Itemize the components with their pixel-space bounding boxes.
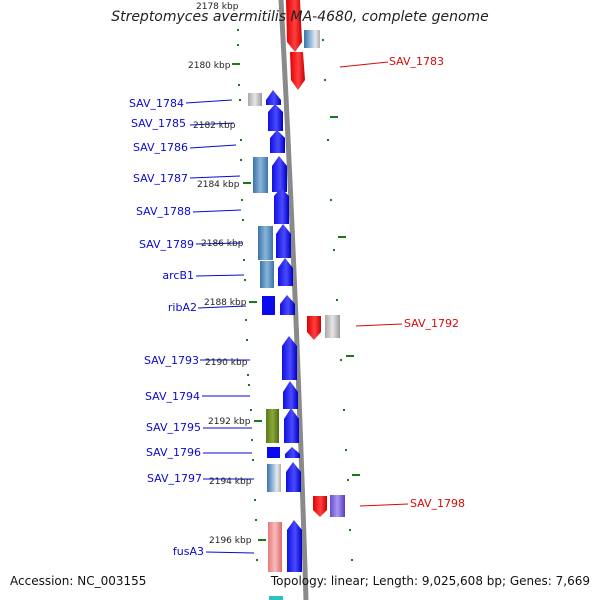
gene-label-left[interactable]: SAV_1785 [131, 117, 186, 130]
right-leader-lines [339, 61, 409, 507]
gene-block [262, 296, 275, 315]
gene-arrow-forward [283, 381, 298, 409]
gene-arrow-forward [285, 447, 300, 458]
gene-arrow-forward [266, 90, 281, 105]
gene-arrow-reverse [313, 496, 327, 517]
gene-arrow-forward [282, 336, 297, 380]
gene-label-left[interactable]: SAV_1797 [147, 472, 202, 485]
gene-label-left[interactable]: SAV_1795 [146, 421, 201, 434]
gene-label-right[interactable]: SAV_1798 [410, 497, 465, 510]
gene-arrow-forward [276, 224, 291, 258]
gene-block [330, 495, 345, 517]
gene-label-left[interactable]: SAV_1789 [139, 238, 194, 251]
left-tick-track [237, 29, 258, 561]
gene-arrow-forward [268, 104, 283, 131]
major-ticks [232, 63, 360, 541]
kbp-label: 2192 kbp [208, 417, 251, 427]
gene-label-left[interactable]: fusA3 [173, 545, 204, 558]
gene-label-left[interactable]: SAV_1786 [133, 141, 188, 154]
gene-arrow-forward [286, 462, 301, 492]
kbp-label: 2184 kbp [197, 180, 240, 190]
gene-block [266, 409, 279, 443]
gene-block [260, 261, 274, 288]
gene-arrow-forward [284, 408, 299, 443]
gene-label-left[interactable]: SAV_1788 [136, 205, 191, 218]
gene-block [268, 522, 282, 572]
genome-summary-text: Topology: linear; Length: 9,025,608 bp; … [270, 574, 590, 588]
gene-block [267, 464, 281, 492]
gene-arrow-forward [287, 520, 302, 572]
forward-genes [248, 90, 302, 600]
kbp-label: 2180 kbp [188, 61, 231, 71]
gene-label-left[interactable]: SAV_1794 [145, 390, 200, 403]
gene-label-right[interactable]: SAV_1783 [389, 55, 444, 68]
accession-text: Accession: NC_003155 [10, 574, 147, 588]
top-genes [286, 0, 320, 90]
gene-arrow-forward [280, 295, 295, 315]
gene-label-left[interactable]: ribA2 [168, 301, 197, 314]
gene-block [269, 596, 283, 600]
gene-label-right[interactable]: SAV_1792 [404, 317, 459, 330]
gene-arrow-forward [270, 130, 285, 153]
right-tick-track [322, 39, 353, 561]
kbp-label: 2188 kbp [204, 298, 247, 308]
gene-label-left[interactable]: SAV_1793 [144, 354, 199, 367]
gene-label-left[interactable]: SAV_1796 [146, 446, 201, 459]
reverse-genes [307, 315, 345, 517]
kbp-label: 2190 kbp [205, 358, 248, 368]
gene-block [248, 93, 262, 106]
gene-arrow-forward [274, 188, 289, 224]
gene-block [304, 30, 320, 48]
gene-block [325, 315, 340, 338]
gene-arrow-reverse [286, 0, 302, 52]
kbp-label: 2196 kbp [209, 536, 252, 546]
gene-arrow-forward [278, 258, 293, 286]
gene-arrow-forward [272, 156, 287, 192]
kbp-label: 2194 kbp [209, 477, 252, 487]
genome-title: Streptomyces avermitilis MA-4680, comple… [111, 9, 489, 25]
gene-label-left[interactable]: SAV_1787 [133, 172, 188, 185]
gene-arrow-reverse [307, 316, 321, 340]
gene-arrow-reverse [290, 52, 305, 90]
chromosome-backbone [278, 0, 309, 600]
gene-block [253, 157, 268, 193]
gene-label-left[interactable]: SAV_1784 [129, 97, 184, 110]
gene-block [258, 226, 273, 260]
kbp-label: 2182 kbp [193, 121, 236, 131]
kbp-label: 2186 kbp [201, 239, 244, 249]
gene-label-left[interactable]: arcB1 [162, 269, 194, 282]
gene-block [267, 447, 280, 458]
left-leader-lines [185, 99, 255, 554]
kbp-label: 2178 kbp [196, 2, 239, 12]
